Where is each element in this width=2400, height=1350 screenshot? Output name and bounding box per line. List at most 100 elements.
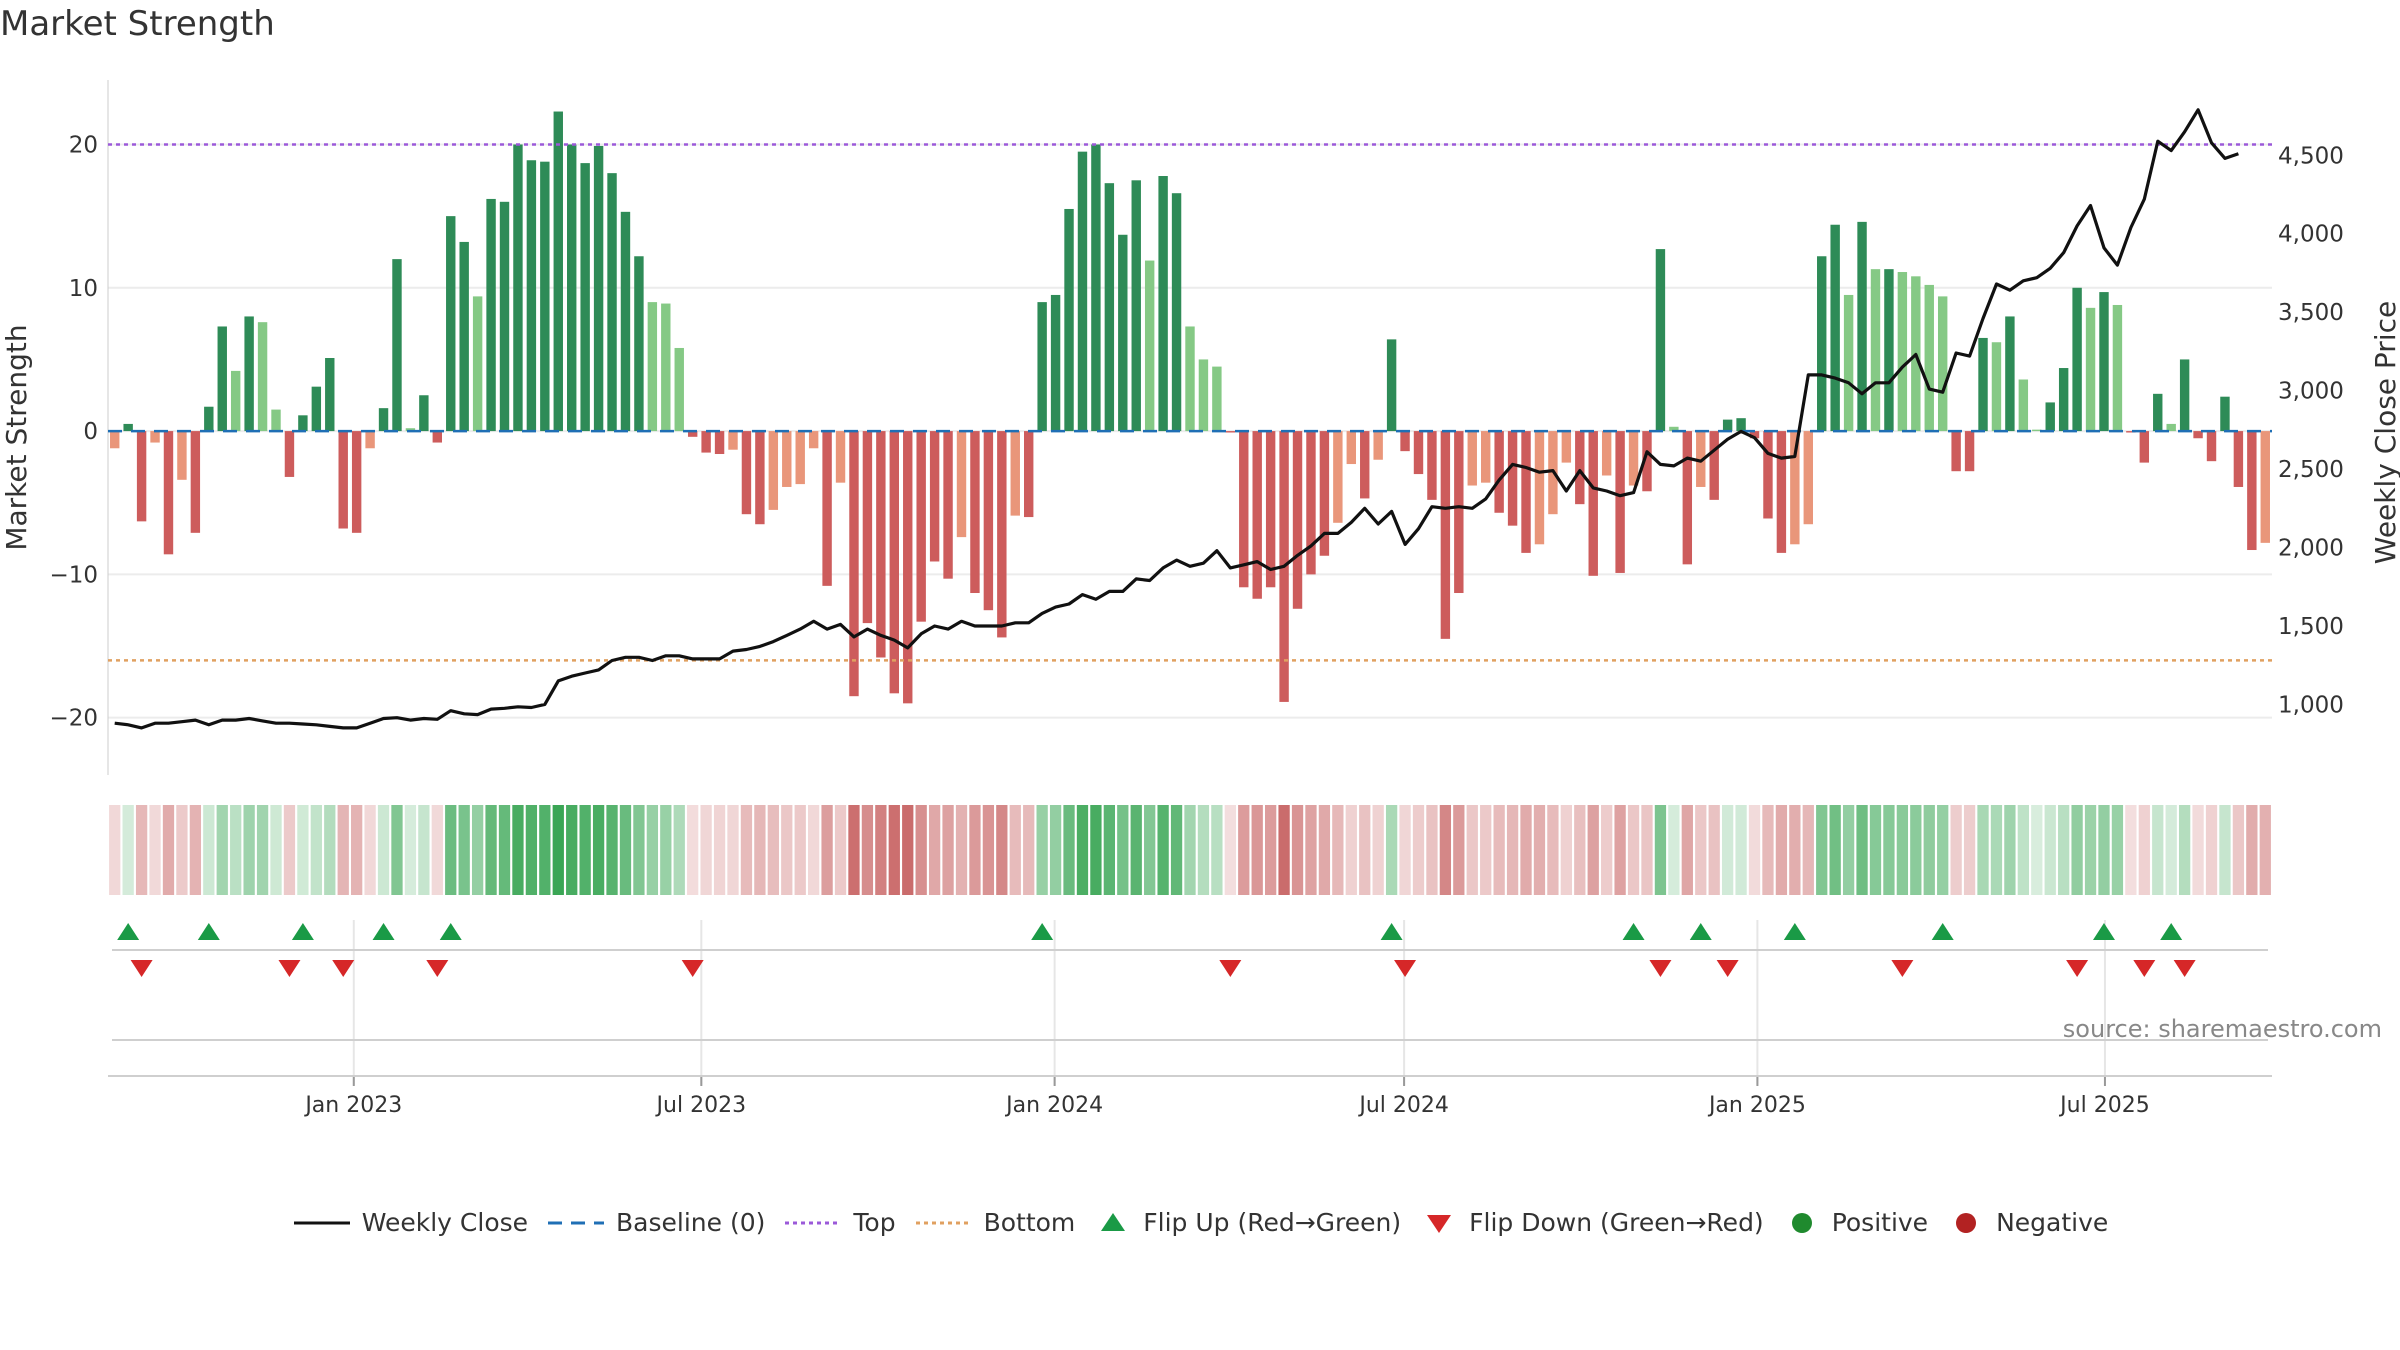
heat-cell	[1453, 805, 1465, 895]
strength-bar	[1010, 431, 1020, 516]
heat-cell	[1681, 805, 1693, 895]
heat-cell	[216, 805, 228, 895]
strength-bar	[2112, 304, 2123, 432]
strength-bar	[472, 296, 483, 432]
strength-bar	[1884, 269, 1894, 432]
strength-bar	[1978, 337, 1988, 432]
strength-bar	[1373, 431, 1383, 460]
heat-cell	[781, 805, 793, 895]
left-axis-title: Market Strength	[0, 324, 33, 550]
strength-bar	[1870, 269, 1881, 432]
strength-bars	[110, 111, 2270, 704]
heat-cell	[364, 805, 376, 895]
strength-bar	[499, 201, 510, 432]
strength-bar	[2166, 423, 2176, 432]
heat-cell	[391, 805, 403, 895]
heat-cell	[1641, 805, 1653, 895]
heat-cell	[1614, 805, 1626, 895]
strength-bar	[432, 431, 443, 443]
strength-bar	[365, 431, 375, 449]
strength-bar	[714, 431, 725, 455]
heat-cell	[1574, 805, 1586, 895]
strength-bar	[983, 431, 994, 611]
strength-bar	[2032, 429, 2042, 432]
strength-bar	[2085, 307, 2096, 432]
strength-bar	[1386, 339, 1397, 432]
heat-cell	[982, 805, 995, 895]
flip-down-marker	[426, 960, 449, 977]
flip-up-marker	[2160, 923, 2183, 940]
heat-cell	[1426, 805, 1438, 895]
strength-bar	[2220, 396, 2230, 432]
strength-bar	[446, 216, 456, 432]
legend-positive-icon	[1791, 1212, 1812, 1233]
strength-bar	[1709, 431, 1719, 500]
flip-up-marker	[1622, 923, 1645, 940]
heat-cell	[324, 805, 336, 895]
heat-cell	[243, 805, 255, 895]
heat-cell	[1278, 805, 1290, 895]
legend-weekly-close-swatch	[293, 1221, 350, 1224]
heat-cell	[351, 805, 363, 895]
strength-bar	[486, 198, 496, 432]
heat-cell	[1211, 805, 1223, 895]
strength-bar	[808, 431, 819, 449]
heat-cell	[176, 805, 188, 895]
strength-bar	[970, 431, 980, 594]
strength-bar	[392, 259, 402, 432]
strength-bar	[956, 431, 967, 538]
strength-bar	[1091, 144, 1101, 432]
legend-label: Flip Down (Green→Red)	[1469, 1208, 1764, 1237]
strength-bar	[1682, 431, 1693, 565]
heat-cell	[606, 805, 618, 895]
heat-cell	[1291, 805, 1304, 895]
axis-labels: 20 10 0 −10 −20 1,000 1,500 2,000 2,500 3,000 3,50…	[0, 132, 2400, 1118]
heat-cell	[230, 805, 242, 895]
heat-cell	[1533, 805, 1546, 895]
heat-cell	[498, 805, 511, 895]
right-tick-label: 1,500	[2278, 614, 2344, 640]
heat-cell	[1977, 805, 1989, 895]
heat-cell	[2165, 805, 2177, 895]
heat-cell	[1883, 805, 1895, 895]
strength-bar	[607, 173, 617, 432]
legend-top-swatch	[785, 1221, 842, 1224]
left-tick-label: 0	[83, 419, 98, 445]
strength-bar	[674, 347, 684, 432]
chart-title: Market Strength	[0, 4, 275, 44]
left-tick-label: −20	[49, 706, 98, 732]
heat-cell	[821, 805, 833, 895]
strength-bar	[1736, 418, 1746, 432]
strength-bar	[1265, 431, 1276, 588]
strength-bar	[1937, 296, 1948, 432]
heat-cell	[1963, 805, 1976, 895]
heat-cell	[1560, 805, 1572, 895]
heat-cell	[1802, 805, 1814, 895]
legend-item-flip-down: Flip Down (Green→Red)	[1419, 1208, 1764, 1237]
strength-bar	[1615, 431, 1625, 573]
heat-cell	[525, 805, 538, 895]
strength-bar	[1830, 224, 1840, 432]
heat-cell	[969, 805, 981, 895]
strength-bar	[1655, 249, 1666, 432]
flip-up-marker	[197, 923, 220, 940]
flip-down-marker	[332, 960, 355, 977]
chart-legend: Weekly Close Baseline (0) Top Bottom Fli…	[0, 1208, 2400, 1237]
strength-bar	[2153, 393, 2163, 432]
heat-cell	[727, 805, 739, 895]
heat-cell	[1251, 805, 1263, 895]
heat-cell	[902, 805, 914, 895]
strength-bar	[244, 316, 254, 432]
strength-bar	[2247, 431, 2257, 551]
heat-cell	[2017, 805, 2029, 895]
heat-cell	[1412, 805, 1425, 895]
heat-cell	[915, 805, 927, 895]
flip-down-marker	[1394, 960, 1417, 977]
heat-cell	[256, 805, 269, 895]
strength-bar	[1050, 294, 1061, 432]
strength-bar	[298, 415, 308, 432]
heat-cell	[1399, 805, 1411, 895]
heat-cell	[754, 805, 766, 895]
strength-bar	[2018, 379, 2029, 432]
strength-bar	[1897, 272, 1908, 432]
